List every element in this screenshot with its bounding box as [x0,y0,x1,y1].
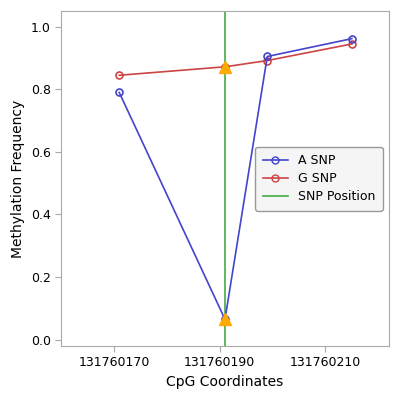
Y-axis label: Methylation Frequency: Methylation Frequency [11,99,25,258]
X-axis label: CpG Coordinates: CpG Coordinates [166,375,284,389]
Legend: A SNP, G SNP, SNP Position: A SNP, G SNP, SNP Position [255,146,383,210]
